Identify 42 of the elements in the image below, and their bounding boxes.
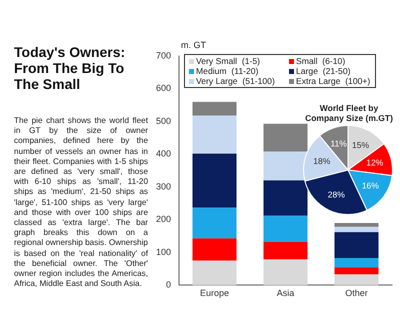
y-tick-label: 200 [156,214,172,224]
bar [192,116,237,154]
y-tick-label: 300 [156,181,172,192]
x-tick-label: Europe [200,288,230,298]
bar [192,154,237,208]
legend-label: Small (6-10) [296,56,346,66]
bar [192,260,237,286]
y-tick-label: 500 [156,116,172,126]
data-label: 18% [313,156,331,166]
bar [334,274,379,286]
legend-label: Very Small (1-5) [196,56,260,66]
legend-label: Extra Large (100+) [296,76,370,86]
y-tick-label: 100 [156,246,172,257]
legend-label: Medium (11-20) [196,66,258,76]
bar [264,259,308,286]
bar [334,232,379,258]
bar [334,222,379,227]
bar [192,102,237,116]
bar [334,226,379,232]
y-axis-title: m. GT [181,40,207,50]
bar [264,242,308,260]
legend-label: Very Large (51-100) [196,76,275,86]
x-tick-label: Other [345,288,368,298]
text: The pie chart shows the world fleet in GT by the size of owner companies, defined here by the number of vessels an owner has in their fleet. Companies with 1-5 ships are defined as 'very small', those with 6-10 ships as 'small', 11-20 ships as 'medium', 21-50 ships as 'large', 51-100 ships as 'very large' and those with over 100 ships are classed as 'extra large'. The bar graph breaks this down on a regional ownership basis. Ownership is based on the 'real nationality' of the beneficial owner. The 'Other' owner region includes the Americas, Africa, Middle East and South Asia. [14,116,148,288]
bar [334,258,379,268]
chart-title: World Fleet by Company Size (m.GT) [304,103,394,123]
x-tick-label: Asia [276,288,294,298]
data-label: 16% [362,180,380,191]
data-label: 12% [366,157,384,168]
y-tick-label: 400 [156,148,172,159]
data-label: 28% [328,189,346,200]
text: Today's Owners: From The Big To The Small [14,44,126,92]
legend-label: Large (21-50) [296,66,350,76]
bar [192,208,237,238]
y-tick-label: 0 [166,280,172,290]
data-label: 11% [330,138,348,148]
bar [192,238,237,261]
y-tick-label: 700 [156,50,172,60]
y-tick-label: 600 [156,83,172,94]
data-label: 15% [352,140,370,150]
bar [264,215,308,242]
bar [334,267,379,274]
